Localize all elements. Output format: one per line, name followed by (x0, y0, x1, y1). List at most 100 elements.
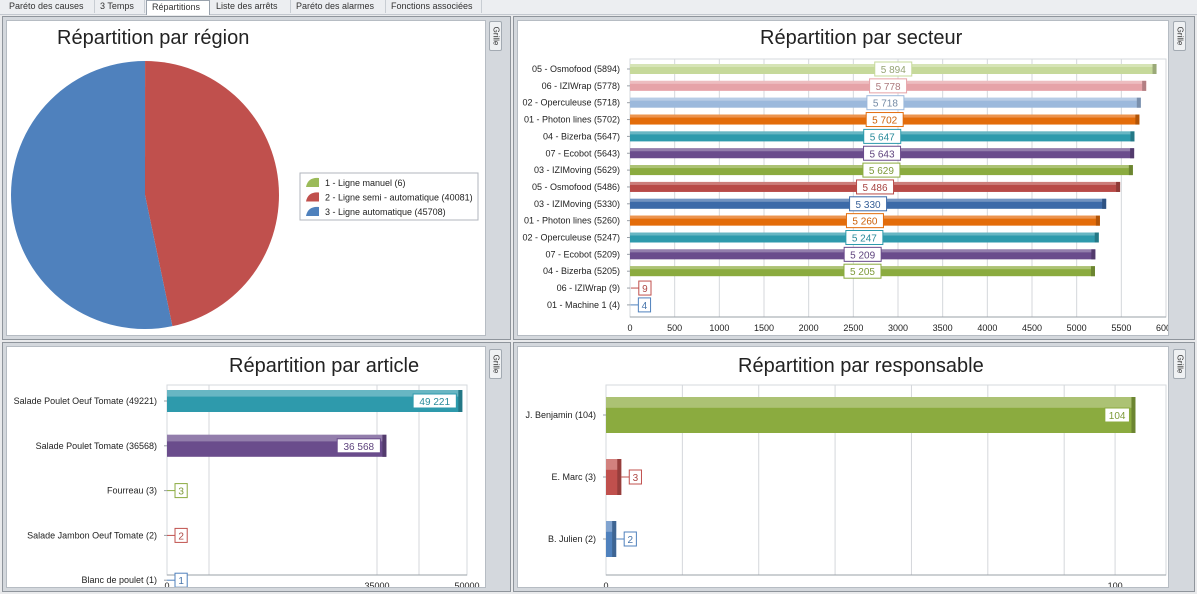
grille-toggle-article[interactable]: Grille (489, 349, 502, 379)
tab-liste-arrets[interactable]: Liste des arrêts (211, 0, 291, 13)
legend-swatch (306, 206, 319, 216)
tab-3-temps[interactable]: 3 Temps (95, 0, 145, 13)
data-label-box (874, 61, 913, 77)
tab-bar: Paréto des causes 3 Temps Répartitions L… (0, 0, 1197, 15)
article-plot: Répartition par article 0 35000 50000 Salad… (6, 346, 486, 588)
category-label: 05 - Osmofood (5894) (532, 64, 620, 74)
data-label-box (843, 263, 882, 279)
x-tick-label: 50000 (454, 581, 479, 588)
legend-swatch (306, 192, 319, 202)
article-chart-title: Répartition par article (229, 355, 420, 377)
data-label: 3 (178, 487, 184, 498)
x-tick-label: 1000 (709, 323, 729, 333)
category-label: 01 - Machine 1 (4) (547, 300, 620, 310)
data-label: 36 568 (344, 442, 375, 453)
grille-label: Grille (491, 26, 500, 46)
grille-toggle-responsable[interactable]: Grille (1173, 349, 1186, 379)
data-label: 4 (642, 301, 648, 312)
bar-end (1130, 148, 1135, 159)
data-label: 3 (633, 473, 639, 484)
category-label: 07 - Ecobot (5209) (545, 249, 620, 259)
responsable-panel: Répartition par responsable 0 100 J. Benja… (513, 342, 1195, 592)
x-tick-label: 0 (164, 581, 169, 588)
pie-slice (145, 61, 279, 327)
x-tick-label: 100 (1108, 581, 1123, 588)
tab-fonctions-associees[interactable]: Fonctions associées (386, 0, 482, 13)
category-label: 06 - IZIWrap (9) (557, 283, 620, 293)
x-tick-label: 4000 (977, 323, 997, 333)
region-chart-title: Répartition par région (57, 27, 250, 49)
bar-highlight (606, 521, 617, 532)
data-label-box (863, 145, 902, 161)
responsable-chart-title: Répartition par responsable (738, 355, 984, 377)
data-label-box (174, 483, 188, 499)
data-label-box (174, 572, 188, 587)
bar-highlight (606, 459, 622, 470)
tab-repartitions[interactable]: Répartitions (146, 0, 210, 15)
x-tick-label: 2000 (799, 323, 819, 333)
bar-end (1136, 97, 1141, 108)
secteur-plot: Répartition par secteur 0 500 1000 1500 2000… (517, 20, 1169, 336)
data-label: 5 778 (876, 82, 901, 93)
bar-end (1131, 397, 1136, 433)
data-label: 5 643 (870, 149, 895, 160)
category-label: 04 - Bizerba (5647) (543, 131, 620, 141)
data-label-box (866, 95, 905, 111)
responsable-bar-chart: 0 100 J. Benjamin (104) 104 E. Marc (3) 3 B. J… (525, 384, 1167, 588)
article-panel: Répartition par article 0 35000 50000 Salad… (2, 342, 511, 592)
bar-highlight (167, 390, 463, 397)
data-label-box (1104, 407, 1130, 423)
bar-end (1094, 232, 1099, 243)
category-label: Salade Poulet Tomate (36568) (36, 441, 157, 451)
category-label: B. Julien (2) (548, 534, 596, 544)
category-label: 06 - IZIWrap (5778) (542, 81, 620, 91)
data-label-box (865, 112, 904, 128)
secteur-bar-chart: 0 500 1000 1500 2000 2500 3000 3500 4000 4500 5000… (522, 58, 1168, 333)
bar-end (458, 390, 463, 412)
data-label: 1 (178, 576, 184, 587)
data-label: 2 (178, 531, 184, 542)
category-label: E. Marc (3) (551, 472, 596, 482)
category-label: 03 - IZIMoving (5629) (534, 165, 620, 175)
grille-toggle-secteur[interactable]: Grille (1173, 21, 1186, 51)
tab-pareto-alarmes[interactable]: Paréto des alarmes (291, 0, 386, 13)
x-tick-label: 0 (627, 323, 632, 333)
category-label: Salade Jambon Oeuf Tomate (2) (27, 530, 157, 540)
pie-legend (299, 172, 479, 221)
x-tick-label: 3500 (933, 323, 953, 333)
x-tick-label: 5000 (1067, 323, 1087, 333)
data-label: 104 (1109, 411, 1126, 422)
secteur-chart-title: Répartition par secteur (760, 27, 963, 49)
x-tick-label: 3000 (888, 323, 908, 333)
region-panel: Répartition par région 1 - Ligne manuel … (2, 16, 511, 340)
grille-label: Grille (1175, 26, 1184, 46)
tab-pareto-causes[interactable]: Paréto des causes (4, 0, 95, 13)
grille-label: Grille (1175, 354, 1184, 374)
data-label-box (845, 213, 884, 229)
secteur-panel: Répartition par secteur 0 500 1000 1500 2000… (513, 16, 1195, 340)
data-label-box (849, 196, 888, 212)
bar-highlight (167, 434, 387, 442)
category-label: 05 - Osmofood (5486) (532, 182, 620, 192)
bar-end (1135, 114, 1140, 125)
bar-end (1090, 266, 1095, 277)
legend-label: 1 - Ligne manuel (6) (325, 178, 406, 188)
category-label: 01 - Photon lines (5702) (524, 115, 620, 125)
data-label-box (845, 230, 884, 245)
bar-end (1091, 249, 1096, 260)
data-label: 5 209 (850, 250, 875, 261)
grille-toggle-region[interactable]: Grille (489, 21, 502, 51)
category-label: Salade Poulet Oeuf Tomate (49221) (14, 396, 157, 406)
bar-end (1128, 165, 1133, 176)
legend-swatch (306, 177, 319, 187)
bar-highlight (606, 397, 1136, 408)
x-tick-label: 500 (667, 323, 682, 333)
bar (606, 521, 617, 557)
data-label-box (637, 297, 652, 313)
data-label: 5 247 (852, 234, 877, 245)
category-label: Blanc de poulet (1) (81, 575, 157, 585)
data-label: 5 486 (863, 183, 888, 194)
x-tick-label: 1500 (754, 323, 774, 333)
pie-slice (10, 61, 173, 329)
x-tick-label: 5500 (1111, 323, 1131, 333)
